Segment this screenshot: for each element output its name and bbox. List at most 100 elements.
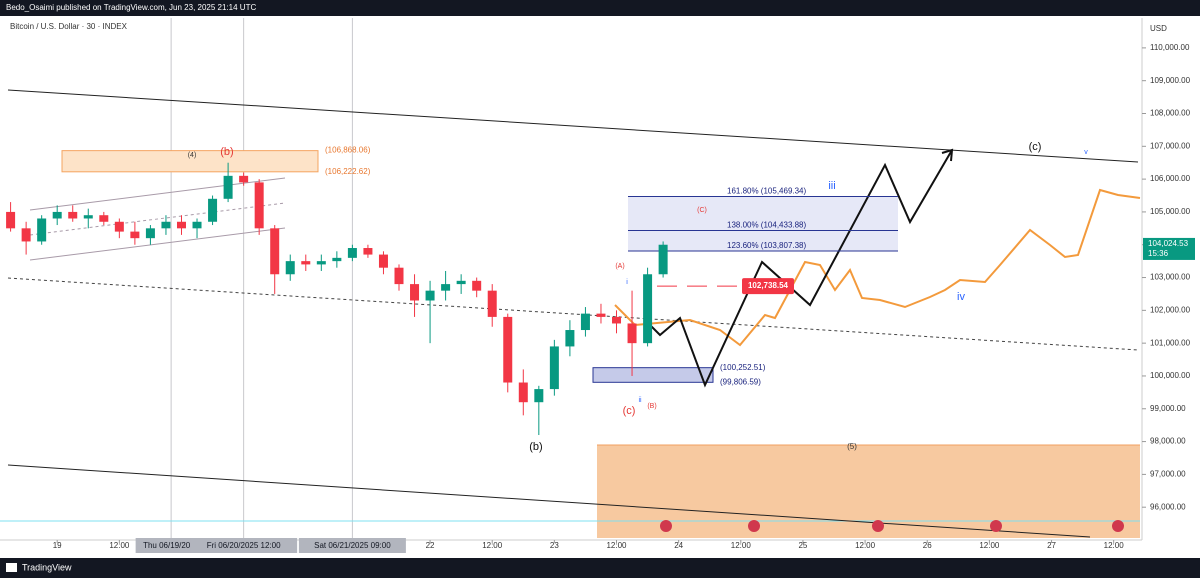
candle-body [347, 248, 357, 258]
candle-body [176, 221, 186, 229]
candle-body [52, 211, 62, 219]
candle-body [37, 218, 47, 242]
candle-body [99, 215, 109, 222]
candle-body [254, 182, 264, 229]
x-tick-label: 12:00 [979, 541, 1000, 550]
candle-body [456, 280, 466, 285]
candle-body [425, 290, 435, 301]
marker-label: Sat 06/21/2025 09:00 [314, 541, 391, 550]
candle-body [223, 175, 233, 199]
zone-label: (106,222.62) [325, 167, 371, 176]
bottom-bar [0, 558, 1200, 578]
candle-body [580, 313, 590, 331]
wave-label: (b) [220, 146, 233, 158]
candle-body [130, 231, 140, 239]
target-zone [597, 445, 1140, 538]
small-channel-middle [29, 202, 286, 236]
marker-label: Thu 06/19/2025 [143, 541, 200, 550]
candle-body [270, 228, 280, 275]
y-tick-label: 102,000.00 [1150, 305, 1191, 314]
candle-body [394, 267, 404, 285]
small-channel-lower [29, 227, 286, 261]
wave-label: iii [828, 180, 835, 192]
candle-body [472, 280, 482, 291]
wave-projection [644, 149, 953, 388]
wave-label: (A) [615, 263, 624, 270]
small-channel-upper [29, 177, 286, 211]
wave-label: iv [957, 291, 965, 303]
candle-body [161, 221, 171, 229]
candle-body [518, 382, 528, 403]
x-tick-label: 25 [798, 541, 807, 550]
y-tick-label: 105,000.00 [1150, 207, 1191, 216]
candle-body [534, 389, 544, 403]
marker-label-bg [190, 538, 298, 553]
candle-body [316, 261, 326, 265]
candle-body [549, 346, 559, 390]
candle-body [441, 284, 451, 291]
wave-label: (4) [188, 152, 197, 159]
event-icon [872, 520, 884, 532]
y-tick-label: 96,000.00 [1150, 502, 1186, 511]
arrow-head [941, 148, 954, 162]
y-tick-label: 101,000.00 [1150, 338, 1191, 347]
x-tick-label: 24 [674, 541, 683, 550]
wave-label: (c) [1029, 141, 1042, 153]
wave-label: i [626, 279, 628, 286]
candle-body [565, 330, 575, 347]
wave-label: (c) [623, 405, 636, 417]
event-icon [1112, 520, 1124, 532]
candle-body [627, 323, 637, 344]
wave-label: (b) [529, 441, 542, 453]
wave-label: v [1084, 149, 1088, 156]
marker-label-bg [298, 538, 406, 553]
candle-body [21, 228, 31, 242]
candle-body [410, 284, 420, 301]
zone-label: (106,868.06) [325, 146, 371, 155]
candle-body [83, 215, 93, 219]
y-tick-label: 109,000.00 [1150, 76, 1191, 85]
zone-label: (100,252.51) [720, 363, 766, 372]
countdown: 15:36 [1148, 249, 1169, 258]
price-line-tag [742, 278, 794, 295]
candle-body [612, 316, 622, 324]
event-icon [990, 520, 1002, 532]
x-tick-label: 12:00 [1104, 541, 1125, 550]
last-price-tag [1143, 237, 1195, 260]
last-price-label: 104,024.53 [1148, 239, 1189, 248]
channel-lower [7, 464, 1091, 538]
candle-body [363, 248, 373, 255]
candle-body [596, 313, 606, 317]
candle-body [68, 211, 78, 219]
currency: USD [1150, 24, 1167, 33]
y-tick-label: 106,000.00 [1150, 174, 1191, 183]
fib-label: 161.80% (105,469.34) [727, 187, 807, 196]
support-zone [592, 367, 714, 383]
resistance-zone [61, 150, 319, 173]
candle-body [285, 261, 295, 275]
fib-label: 123.60% (103,807.38) [727, 241, 807, 250]
candle-body [658, 244, 668, 275]
x-tick-label: 12:00 [606, 541, 627, 550]
fib-label: 138.00% (104,433.88) [727, 221, 807, 230]
publisher: Bedo_Osaimi published on TradingView.com… [6, 3, 256, 12]
wave-label: (B) [647, 403, 656, 410]
price-line-label: 102,738.54 [748, 281, 789, 290]
y-tick-label: 100,000.00 [1150, 371, 1191, 380]
wave-label: ii [638, 397, 642, 404]
y-tick-label: 110,000.00 [1150, 43, 1190, 52]
x-tick-label: 12:00 [731, 541, 752, 550]
orange-projection [614, 188, 1141, 347]
x-tick-label: 12:00 [855, 541, 876, 550]
event-icon [660, 520, 672, 532]
x-tick-label: 12:00 [109, 541, 130, 550]
candle-body [301, 261, 311, 265]
wave-label: (5) [847, 442, 857, 451]
brand-logo [6, 563, 17, 572]
x-tick-label: 22 [426, 541, 435, 550]
x-tick-label: 27 [1047, 541, 1056, 550]
chart-title: Bitcoin / U.S. Dollar · 30 · INDEX [10, 22, 128, 31]
y-tick-label: 99,000.00 [1150, 404, 1186, 413]
